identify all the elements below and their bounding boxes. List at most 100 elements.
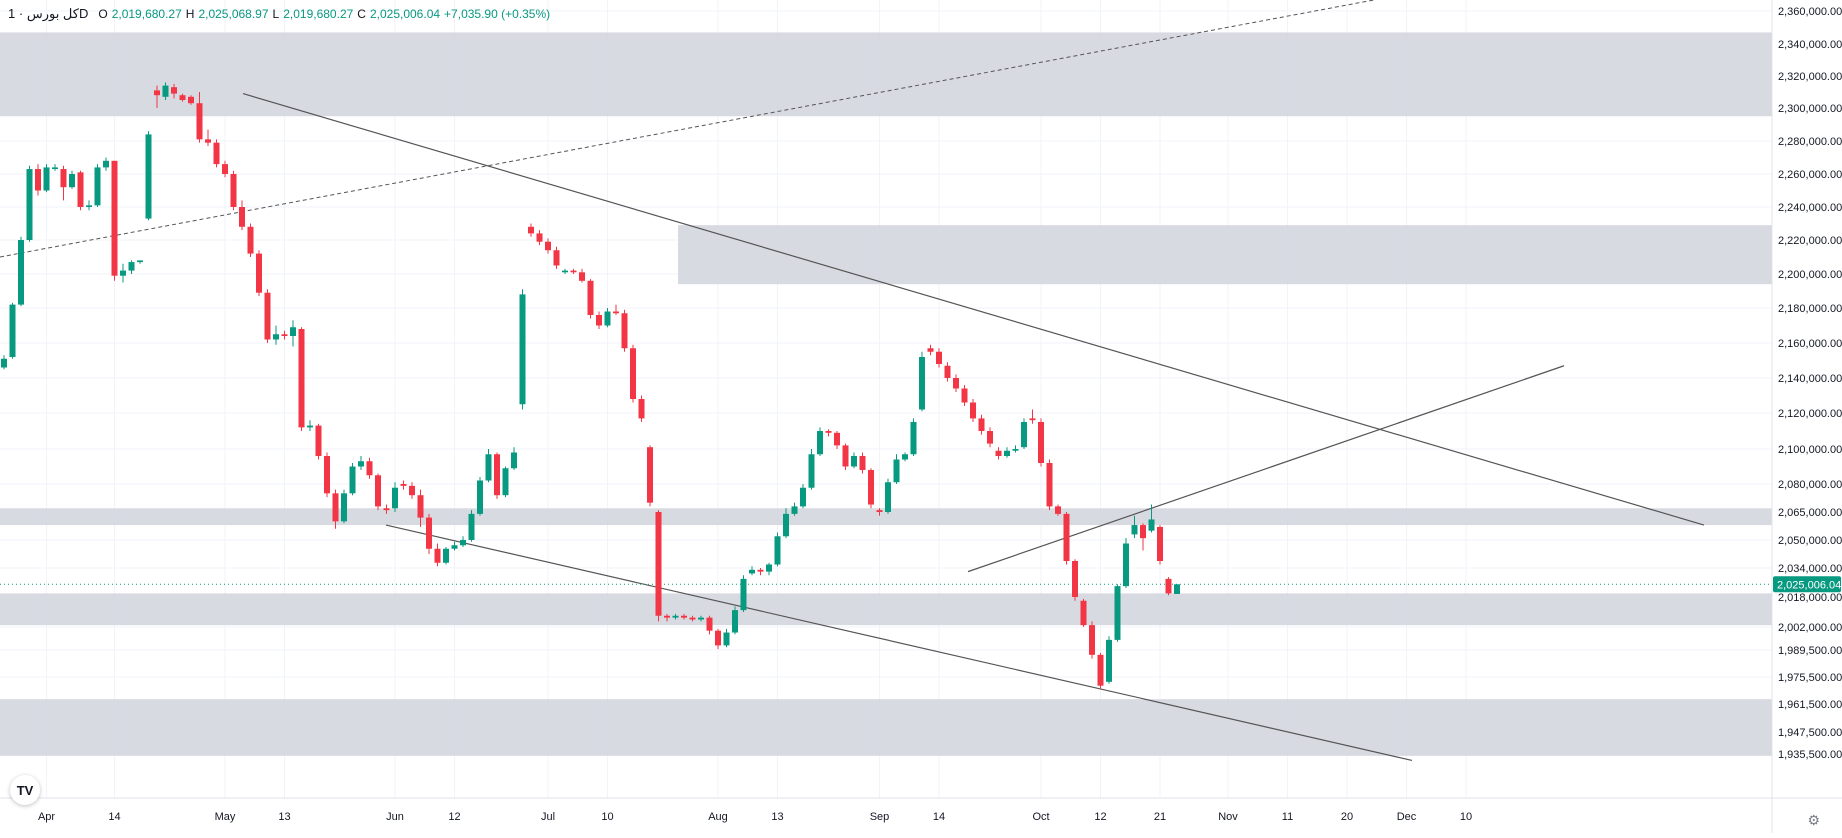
candle-body bbox=[171, 87, 177, 94]
candle-body bbox=[205, 139, 211, 143]
last-price-badge bbox=[1773, 576, 1841, 593]
candle bbox=[604, 308, 611, 328]
candle bbox=[86, 200, 92, 211]
candle-body bbox=[332, 493, 339, 522]
candle bbox=[621, 309, 628, 352]
candle-body bbox=[120, 270, 126, 276]
candle bbox=[876, 508, 883, 516]
candle-body bbox=[1012, 449, 1019, 451]
y-tick-label: 1,935,500.00 bbox=[1778, 749, 1842, 761]
candle-body bbox=[366, 461, 373, 476]
candle bbox=[1157, 525, 1163, 565]
y-tick-label: 2,340,000.00 bbox=[1778, 39, 1842, 51]
settings-gear-icon[interactable]: ⚙ bbox=[1807, 812, 1820, 828]
candle-body bbox=[103, 160, 109, 168]
candle bbox=[562, 268, 568, 274]
candle bbox=[349, 463, 356, 496]
last-price-label: 2,025,006.04 bbox=[1777, 579, 1841, 591]
title-separator: · bbox=[18, 6, 24, 21]
candle-body bbox=[60, 169, 67, 188]
candle bbox=[936, 348, 942, 368]
candle-body bbox=[409, 485, 415, 496]
candle-body bbox=[672, 615, 679, 618]
interval-label[interactable]: 1D bbox=[8, 6, 89, 21]
candle bbox=[1131, 515, 1138, 539]
candle-body bbox=[1063, 513, 1070, 561]
candle-body bbox=[1055, 506, 1061, 514]
candle bbox=[120, 263, 126, 283]
x-tick-label: 12 bbox=[448, 811, 460, 823]
candle bbox=[579, 268, 585, 283]
candle bbox=[545, 238, 551, 254]
candle bbox=[757, 568, 764, 576]
candle bbox=[9, 302, 16, 359]
candle bbox=[290, 320, 296, 347]
candle-body bbox=[817, 431, 823, 455]
x-tick-label: Jun bbox=[386, 811, 404, 823]
candle bbox=[732, 606, 738, 635]
candle-body bbox=[630, 348, 636, 399]
candle bbox=[417, 489, 424, 527]
candle bbox=[570, 268, 577, 274]
candle-body bbox=[876, 510, 883, 512]
candle-body bbox=[1097, 654, 1104, 686]
candle-body bbox=[723, 632, 730, 646]
candle-body bbox=[698, 617, 704, 620]
candle bbox=[1165, 577, 1172, 596]
zone-rect bbox=[0, 699, 1772, 756]
close-label: C bbox=[357, 7, 366, 21]
candle bbox=[1174, 584, 1180, 594]
candle bbox=[281, 330, 288, 340]
zone-rect bbox=[678, 225, 1772, 285]
y-tick-label: 2,280,000.00 bbox=[1778, 136, 1842, 148]
candle bbox=[672, 613, 679, 620]
candle-body bbox=[664, 615, 670, 618]
candle-body bbox=[579, 272, 585, 281]
candle bbox=[196, 92, 203, 143]
candle-body bbox=[128, 262, 135, 271]
candle-body bbox=[1140, 525, 1146, 539]
candle-body bbox=[137, 260, 143, 263]
symbol-header: کل بورس · 1D O 2,019,680.27 H 2,025,068.97… bbox=[8, 6, 550, 22]
y-tick-label: 2,360,000.00 bbox=[1778, 6, 1842, 18]
zone-rect bbox=[0, 508, 1772, 526]
y-tick-label: 2,260,000.00 bbox=[1778, 169, 1842, 181]
candle-body bbox=[978, 418, 985, 431]
candle bbox=[749, 566, 755, 576]
tradingview-logo-icon[interactable]: TV bbox=[10, 775, 40, 805]
candle bbox=[273, 325, 279, 345]
y-tick-label: 2,160,000.00 bbox=[1778, 338, 1842, 350]
candle bbox=[375, 473, 381, 511]
x-tick-label: Sep bbox=[870, 811, 890, 823]
candle bbox=[783, 508, 789, 539]
candle-body bbox=[987, 431, 993, 444]
candle-body bbox=[222, 164, 228, 174]
candle-body bbox=[1106, 639, 1112, 682]
candle-body bbox=[52, 167, 58, 170]
candle bbox=[188, 95, 194, 105]
candle-body bbox=[502, 468, 509, 496]
candle-body bbox=[842, 445, 849, 467]
y-tick-label: 1,947,500.00 bbox=[1778, 727, 1842, 739]
symbol-title[interactable]: کل بورس · 1D bbox=[8, 6, 88, 22]
y-tick-label: 2,300,000.00 bbox=[1778, 103, 1842, 115]
candle-body bbox=[655, 512, 662, 616]
candle-body bbox=[766, 564, 772, 572]
candle bbox=[689, 615, 696, 622]
candle-body bbox=[281, 334, 288, 336]
grid-layer bbox=[0, 0, 1772, 798]
candle-body bbox=[434, 548, 441, 563]
candle-body bbox=[349, 466, 356, 494]
candle-body bbox=[426, 517, 432, 549]
candle bbox=[1123, 538, 1129, 588]
candle bbox=[1012, 445, 1019, 453]
candle bbox=[69, 170, 75, 189]
y-tick-label: 2,140,000.00 bbox=[1778, 373, 1842, 385]
candle-body bbox=[273, 334, 279, 340]
candle bbox=[383, 504, 390, 514]
candle-body bbox=[919, 357, 925, 410]
candle-body bbox=[315, 425, 322, 456]
candle bbox=[1097, 652, 1104, 690]
